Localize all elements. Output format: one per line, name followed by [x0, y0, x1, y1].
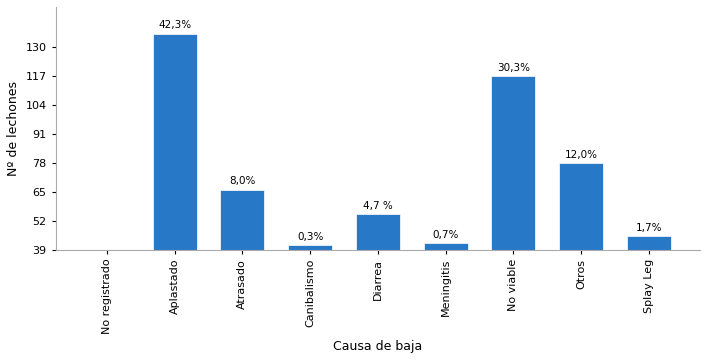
Text: 12,0%: 12,0% — [564, 150, 597, 159]
Bar — [153, 34, 197, 250]
Text: 0,7%: 0,7% — [433, 230, 459, 240]
Text: 1,7%: 1,7% — [636, 223, 662, 233]
Text: 42,3%: 42,3% — [158, 21, 191, 30]
Bar — [626, 237, 671, 250]
Y-axis label: Nº de lechones: Nº de lechones — [7, 81, 20, 176]
Bar — [288, 246, 332, 250]
Bar — [423, 243, 467, 250]
Text: 0,3%: 0,3% — [297, 232, 323, 242]
Bar — [221, 190, 264, 250]
Text: 4,7 %: 4,7 % — [363, 201, 392, 211]
Bar — [559, 163, 603, 250]
Bar — [491, 76, 535, 250]
Bar — [356, 214, 400, 250]
Text: 30,3%: 30,3% — [497, 63, 530, 73]
X-axis label: Causa de baja: Causa de baja — [333, 340, 423, 353]
Text: 8,0%: 8,0% — [229, 176, 256, 186]
